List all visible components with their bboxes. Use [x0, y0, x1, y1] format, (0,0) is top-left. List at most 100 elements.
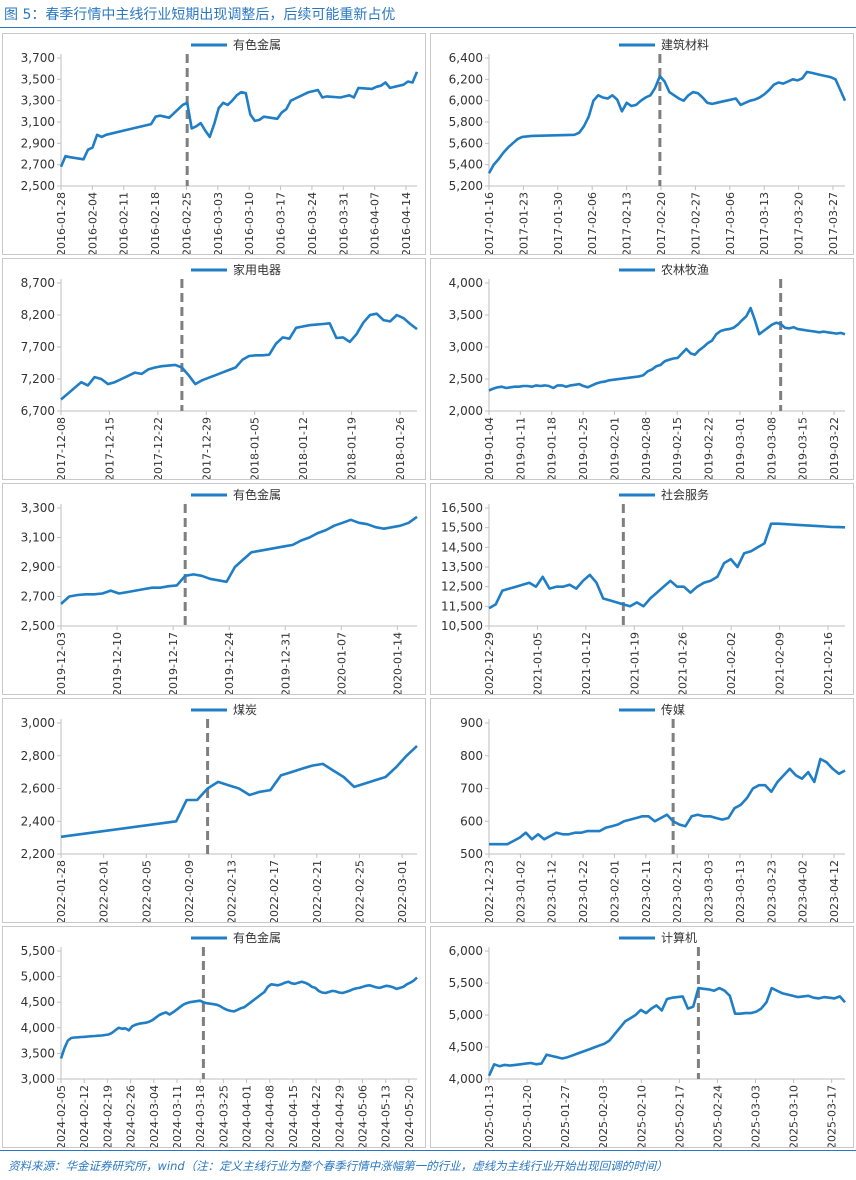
series-line: [489, 757, 846, 846]
chart-svg-7: 煤炭 2,200 2,400 2,600 2,800 3,000 2022-01-28 202…: [21, 703, 418, 922]
y-tick-label: 3,300: [21, 94, 55, 108]
y-tick-label: 2,600: [21, 782, 55, 796]
y-tick-label: 3,500: [21, 72, 55, 86]
x-tick-label: 2024-02-26: [125, 1085, 138, 1147]
x-tick-label: 2023-01-02: [514, 860, 527, 922]
y-tick-label: 5,500: [21, 944, 55, 958]
x-tick-label: 2024-03-25: [217, 1085, 230, 1147]
x-tick-label: 2022-02-13: [226, 860, 239, 922]
x-tick-label: 2024-05-13: [380, 1085, 393, 1147]
y-tick-label: 3,100: [21, 531, 55, 545]
chart-panel-3: 家用电器 6,700 7,200 7,700 8,200 8,700 2017-12-08 2…: [2, 258, 426, 480]
x-tick-label: 2017-03-20: [793, 192, 806, 254]
source-note: 资料来源：华金证券研究所，wind（注：定义主线行业为整个春季行情中涨幅第一的行…: [8, 1159, 668, 1173]
y-tick-label: 900: [460, 716, 483, 730]
x-tick-label: 2017-12-08: [55, 417, 68, 479]
figure-title: 图 5：春季行情中主线行业短期出现调整后，后续可能重新占优: [4, 7, 396, 23]
x-tick-label: 2019-01-18: [546, 417, 559, 479]
x-tick-label: 2022-01-28: [55, 860, 68, 922]
x-tick-label: 2025-02-24: [711, 1085, 724, 1147]
chart-panel-6: 社会服务 10,500 11,500 12,500 13,500 14,500 15,500…: [430, 483, 854, 695]
y-tick-label: 2,500: [449, 372, 483, 386]
legend-label: 计算机: [661, 930, 697, 945]
x-tick-label: 2020-01-14: [391, 632, 404, 694]
x-tick-label: 2016-01-28: [55, 192, 68, 254]
x-tick-label: 2017-03-27: [827, 192, 840, 254]
y-tick-label: 500: [460, 847, 483, 861]
y-tick-label: 12,500: [441, 580, 483, 594]
x-tick-label: 2022-02-17: [268, 860, 281, 922]
series-line: [59, 976, 418, 1059]
x-tick-label: 2024-05-20: [403, 1085, 416, 1147]
x-tick-label: 2019-02-15: [671, 417, 684, 479]
y-tick-label: 6,200: [449, 72, 483, 86]
y-tick-label: 5,500: [449, 976, 483, 990]
x-tick-label: 2019-12-03: [55, 632, 68, 694]
y-tick-label: 3,500: [21, 1046, 55, 1060]
y-tick-label: 8,700: [21, 276, 55, 290]
chart-svg-8: 传媒 500 600 700 800 900 2022-12-23 2023-01-02 202…: [460, 702, 846, 922]
x-tick-label: 2025-01-20: [521, 1085, 534, 1147]
chart-svg-10: 计算机 4,000 4,500 5,000 5,500 6,000 2025-01-13 20…: [449, 930, 846, 1147]
x-tick-label: 2022-03-01: [396, 860, 409, 922]
chart-panel-9: 有色金属 3,000 3,500 4,000 4,500 5,000 5,500 2024-0…: [2, 926, 426, 1148]
x-tick-label: 2017-12-15: [103, 417, 116, 479]
y-tick-label: 700: [460, 782, 483, 796]
x-tick-label: 2022-02-01: [98, 860, 111, 922]
chart-svg-4: 农林牧渔 2,000 2,500 3,000 3,500 4,000 2019-01-04 2…: [449, 263, 846, 479]
legend-label: 有色金属: [233, 487, 281, 502]
y-tick-label: 3,500: [449, 308, 483, 322]
legend-label: 煤炭: [233, 703, 257, 717]
y-tick-label: 6,700: [21, 404, 55, 418]
x-tick-label: 2023-02-01: [608, 860, 621, 922]
chart-panel-5: 有色金属 2,500 2,700 2,900 3,100 3,300 2019-12-03 2…: [2, 483, 426, 695]
x-tick-label: 2024-04-01: [241, 1085, 254, 1147]
x-tick-label: 2016-03-31: [337, 192, 350, 254]
y-tick-label: 3,000: [21, 716, 55, 730]
y-tick-label: 5,000: [21, 970, 55, 984]
x-tick-label: 2025-01-13: [483, 1085, 496, 1147]
y-tick-label: 3,000: [449, 340, 483, 354]
x-tick-label: 2017-02-06: [586, 192, 599, 254]
y-tick-label: 6,400: [449, 51, 483, 65]
series-line: [487, 986, 846, 1077]
x-tick-label: 2017-12-29: [200, 417, 213, 479]
y-tick-label: 6,000: [449, 944, 483, 958]
x-tick-label: 2018-01-26: [394, 417, 407, 479]
x-tick-label: 2017-03-06: [724, 192, 737, 254]
x-tick-label: 2022-12-23: [483, 860, 496, 922]
x-tick-label: 2025-03-10: [788, 1085, 801, 1147]
series-line: [487, 70, 847, 174]
chart-panel-4: 农林牧渔 2,000 2,500 3,000 3,500 4,000 2019-01-04 2…: [430, 258, 854, 480]
x-tick-label: 2025-02-03: [597, 1085, 610, 1147]
x-tick-label: 2024-04-08: [264, 1085, 277, 1147]
x-tick-label: 2019-12-17: [167, 632, 180, 694]
x-tick-label: 2019-01-11: [514, 417, 527, 479]
chart-legend: 建筑材料: [619, 37, 709, 52]
x-tick-label: 2016-02-18: [149, 192, 162, 254]
y-tick-label: 5,400: [449, 158, 483, 172]
chart-svg-3: 家用电器 6,700 7,200 7,700 8,200 8,700 2017-12-08 2…: [21, 262, 418, 479]
chart-svg-5: 有色金属 2,500 2,700 2,900 3,100 3,300 2019-12-03 2…: [21, 487, 418, 694]
y-tick-label: 16,500: [441, 501, 483, 515]
y-tick-label: 5,200: [449, 179, 483, 193]
chart-panel-7: 煤炭 2,200 2,400 2,600 2,800 3,000 2022-01-28 202…: [2, 698, 426, 923]
series-line: [488, 306, 846, 392]
x-tick-label: 2024-02-12: [78, 1085, 91, 1147]
x-tick-label: 2025-02-10: [635, 1085, 648, 1147]
x-tick-label: 2023-02-11: [640, 860, 653, 922]
chart-legend: 有色金属: [191, 930, 281, 945]
x-tick-label: 2021-01-05: [531, 632, 544, 694]
x-tick-label: 2023-04-02: [797, 860, 810, 922]
x-tick-label: 2019-02-22: [703, 417, 716, 479]
x-tick-label: 2025-01-27: [559, 1085, 572, 1147]
x-tick-label: 2021-01-12: [580, 632, 593, 694]
x-tick-label: 2024-04-22: [310, 1085, 323, 1147]
legend-label: 社会服务: [661, 487, 709, 502]
x-tick-label: 2019-02-01: [608, 417, 621, 479]
chart-legend: 煤炭: [191, 703, 257, 717]
x-tick-label: 2019-02-08: [640, 417, 653, 479]
y-tick-label: 3,100: [21, 115, 55, 129]
x-tick-label: 2016-03-10: [243, 192, 256, 254]
chart-legend: 有色金属: [191, 37, 281, 52]
